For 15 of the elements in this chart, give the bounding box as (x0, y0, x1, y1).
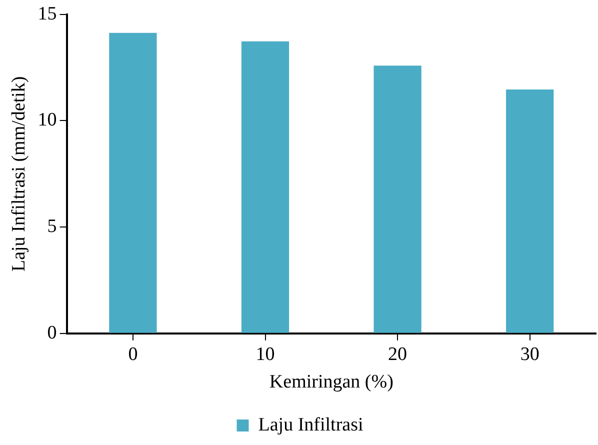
legend-label: Laju Infiltrasi (258, 414, 364, 436)
bar (241, 41, 290, 333)
bar (506, 89, 554, 333)
x-tick-label: 30 (520, 344, 540, 365)
x-tick-label: 20 (388, 344, 408, 365)
x-axis-title: Kemiringan (%) (269, 372, 394, 393)
bar (109, 32, 157, 333)
x-tick-label: 10 (256, 344, 275, 365)
y-tick-label: 10 (38, 110, 57, 131)
x-tick-label: 0 (128, 344, 138, 365)
y-axis-title: Laju Infiltrasi (mm/detik) (8, 76, 30, 272)
y-tick-label: 0 (47, 322, 57, 344)
bar (374, 66, 422, 333)
y-tick-label: 5 (47, 216, 57, 238)
y-tick-label: 15 (38, 3, 57, 24)
